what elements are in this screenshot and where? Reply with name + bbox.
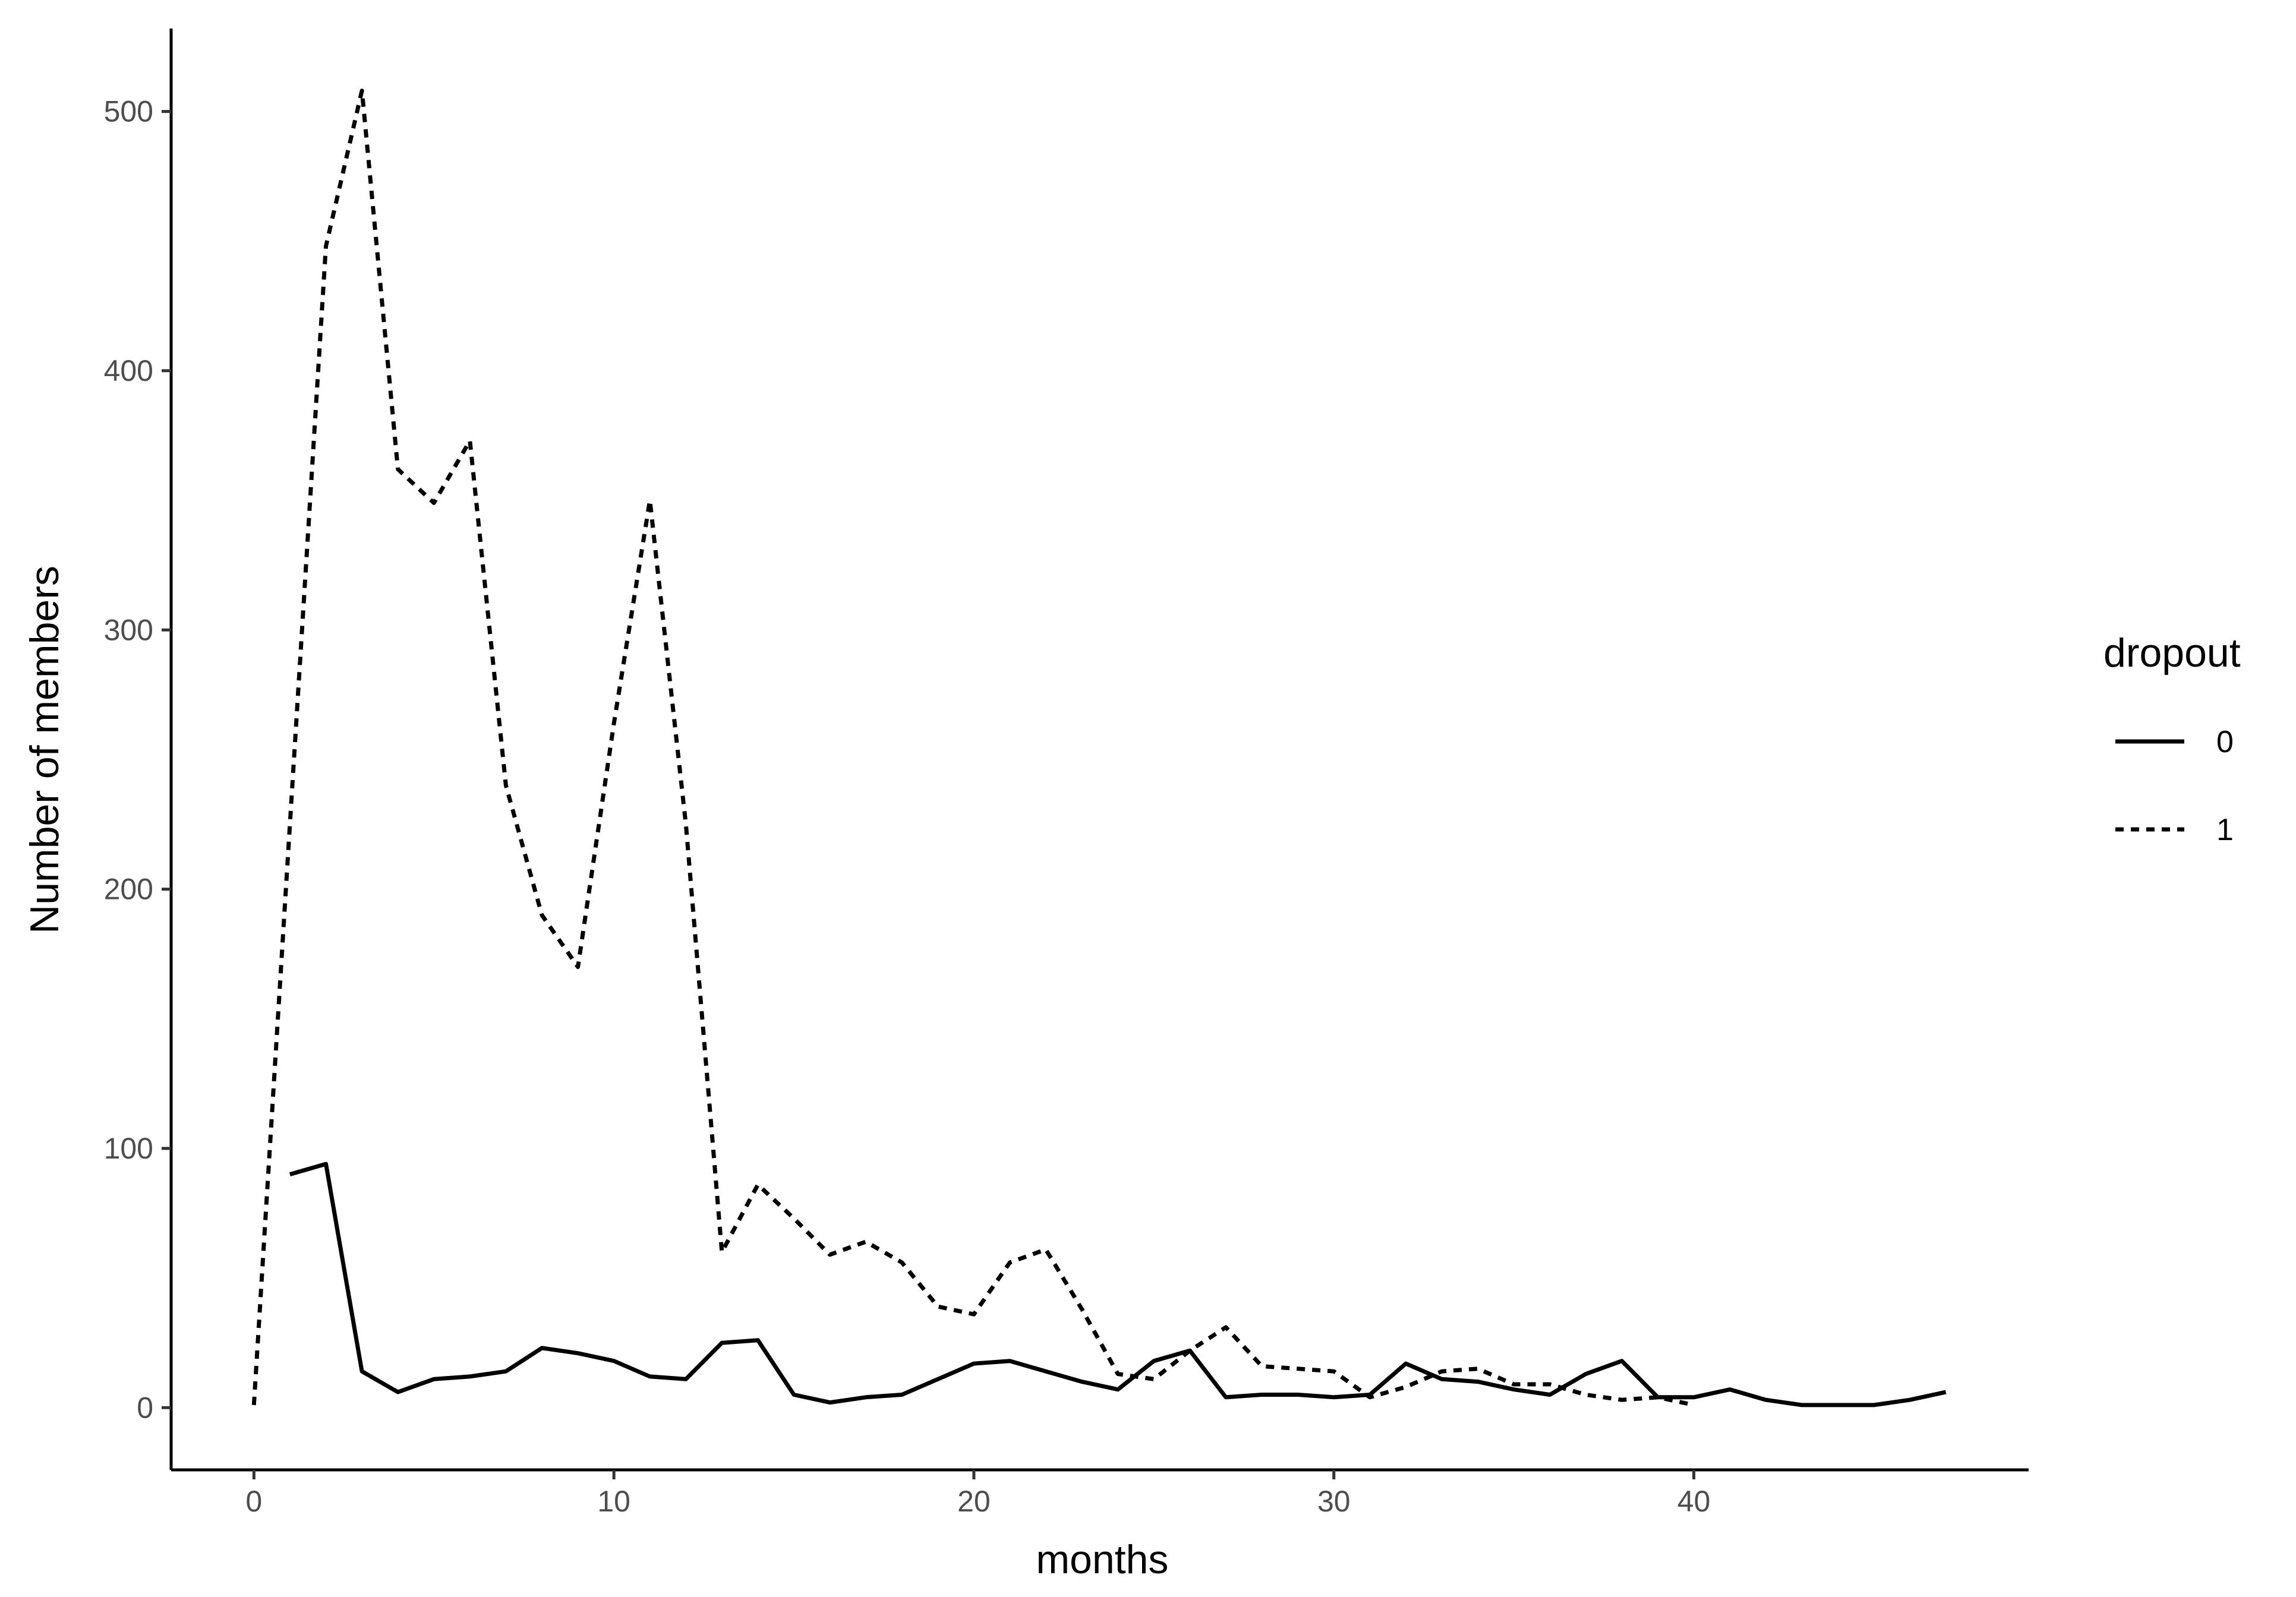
y-tick-label: 300 — [104, 613, 153, 646]
y-tick-label: 100 — [104, 1132, 153, 1165]
legend-label-1: 1 — [2216, 813, 2234, 847]
legend-label-0: 0 — [2216, 725, 2234, 759]
legend-items: 01 — [2115, 725, 2234, 847]
y-axis: 0 100 200 300 400 500 — [104, 29, 173, 1470]
series-line-0 — [289, 1162, 1947, 1407]
series-line-1 — [251, 89, 1695, 1407]
x-tick-label: 20 — [957, 1485, 991, 1518]
y-axis-title: Number of members — [22, 566, 67, 934]
plot-lines — [251, 89, 1947, 1407]
x-axis: 0 10 20 30 40 — [171, 1468, 2029, 1518]
x-tick-label: 10 — [597, 1485, 630, 1518]
y-tick-label: 200 — [104, 873, 153, 906]
x-tick-label: 40 — [1677, 1485, 1711, 1518]
x-tick-label: 30 — [1317, 1485, 1351, 1518]
legend-title: dropout — [2103, 630, 2241, 676]
y-tick-label: 500 — [104, 95, 153, 128]
y-tick-label: 0 — [137, 1391, 153, 1424]
x-axis-title: months — [1036, 1537, 1169, 1582]
legend: dropout 01 — [2103, 630, 2241, 847]
x-tick-label: 0 — [245, 1485, 262, 1518]
y-tick-label: 400 — [104, 354, 153, 387]
